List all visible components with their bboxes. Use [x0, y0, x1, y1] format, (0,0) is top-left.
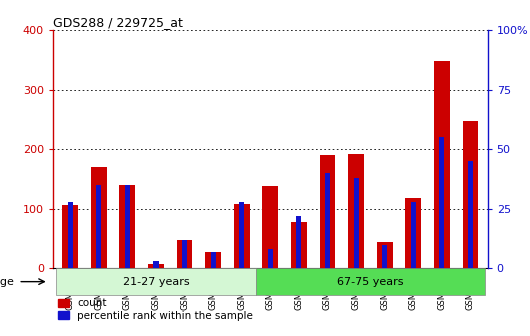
Bar — [439, 137, 445, 268]
Bar — [176, 240, 192, 268]
Bar — [148, 264, 164, 268]
Bar — [434, 61, 450, 268]
Bar — [125, 185, 130, 268]
Bar — [234, 204, 250, 268]
Bar — [411, 202, 416, 268]
Bar — [291, 222, 307, 268]
Text: 67-75 years: 67-75 years — [337, 277, 404, 287]
Legend: count, percentile rank within the sample: count, percentile rank within the sample — [58, 298, 253, 321]
Bar — [268, 249, 273, 268]
Bar — [153, 261, 158, 268]
Bar — [320, 155, 335, 268]
Bar — [296, 216, 302, 268]
Bar — [256, 268, 485, 295]
Bar — [377, 242, 393, 268]
Bar — [463, 121, 478, 268]
Bar — [119, 185, 135, 268]
Bar — [63, 205, 78, 268]
Bar — [182, 240, 187, 268]
Bar — [262, 186, 278, 268]
Bar — [205, 252, 221, 268]
Bar — [96, 185, 101, 268]
Bar — [210, 252, 216, 268]
Bar — [325, 173, 330, 268]
Bar — [239, 202, 244, 268]
Bar — [405, 198, 421, 268]
Bar — [348, 154, 364, 268]
Text: GDS288 / 229725_at: GDS288 / 229725_at — [53, 16, 183, 29]
Bar — [382, 245, 387, 268]
Text: 21-27 years: 21-27 years — [122, 277, 189, 287]
Text: age: age — [0, 277, 14, 287]
Bar — [91, 167, 107, 268]
Bar — [468, 161, 473, 268]
Bar — [354, 178, 359, 268]
Bar — [68, 202, 73, 268]
Bar — [56, 268, 256, 295]
